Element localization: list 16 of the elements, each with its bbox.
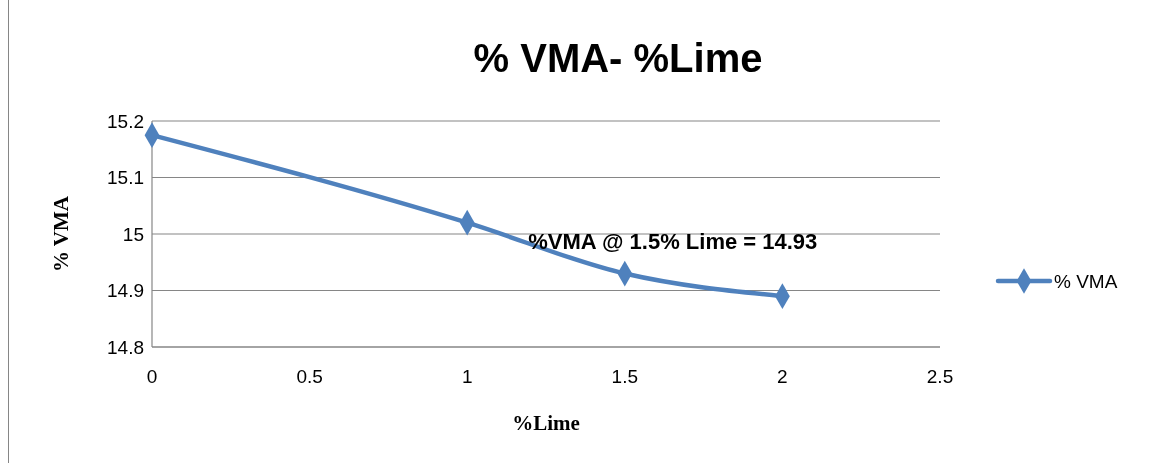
x-tick-label: 1.5: [611, 366, 639, 387]
y-tick-label: 14.9: [107, 280, 144, 302]
x-tick-label: 0.5: [296, 366, 323, 387]
x-axis-title: %Lime: [512, 411, 580, 435]
x-tick-label: 0: [146, 366, 158, 387]
x-tick-label: 2: [777, 366, 788, 387]
chart-title: % VMA- %Lime: [473, 36, 763, 80]
y-tick-label: 15.1: [107, 167, 144, 189]
legend-label: % VMA: [1054, 270, 1118, 292]
y-tick-label: 14.8: [107, 336, 144, 358]
y-tick-label: 15.2: [107, 110, 144, 132]
y-tick-label: 15: [122, 223, 144, 245]
x-tick-label: 2.5: [926, 366, 954, 387]
y-axis-title: % VMA: [49, 195, 73, 273]
annotation: %VMA @ 1.5% Lime = 14.93: [528, 228, 818, 254]
x-tick-label: 1: [461, 366, 473, 387]
